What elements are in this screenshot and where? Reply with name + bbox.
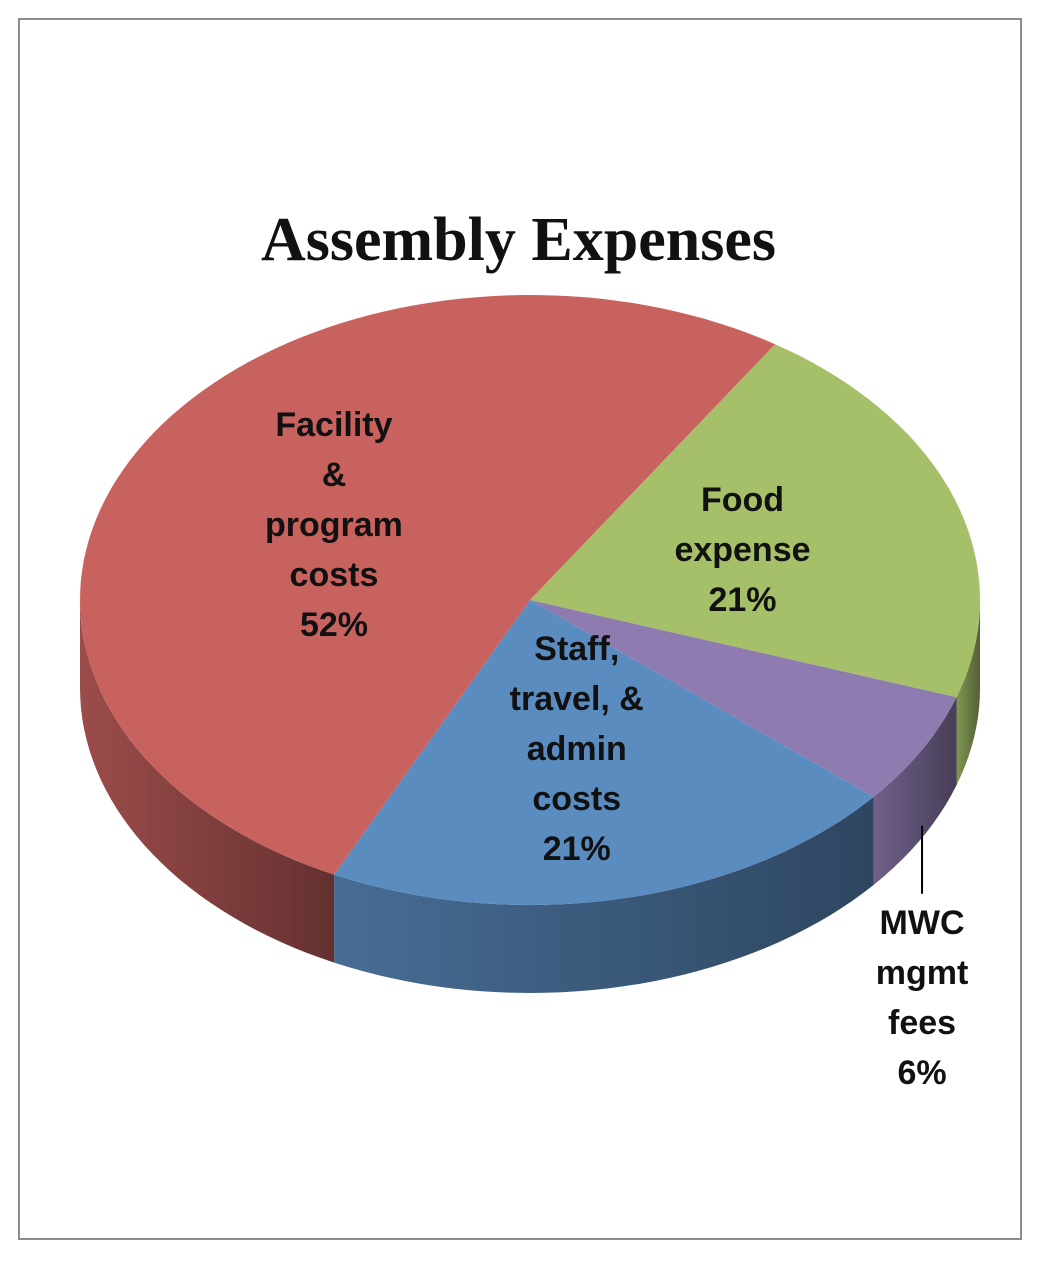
data-label: Staff, travel, & admin costs 21% (494, 624, 659, 874)
data-label: Facility & program costs 52% (259, 400, 409, 650)
category-label: Food expense (674, 480, 811, 569)
value-label: 52% (299, 606, 368, 645)
pie-slice (80, 295, 776, 875)
data-label: Food expense 21% (647, 475, 837, 625)
slice-side (80, 600, 335, 963)
value-label: 21% (542, 830, 611, 869)
pie-slice (530, 600, 957, 797)
category-label: Facility & program costs (265, 406, 403, 595)
slice-side (956, 600, 980, 786)
slice-side (334, 796, 874, 993)
category-label: Staff, travel, & admin costs (509, 630, 644, 819)
pie-slice (334, 600, 874, 905)
value-label: 6% (897, 1053, 947, 1092)
slice-side (873, 697, 957, 885)
category-label: MWC mgmt fees (875, 903, 969, 1042)
data-label: MWC mgmt fees 6% (862, 898, 982, 1098)
slice-sides (80, 600, 980, 993)
chart-title: Assembly Expenses (260, 206, 776, 274)
pie-slice (530, 344, 980, 698)
chart-frame (18, 18, 1022, 1240)
value-label: 21% (708, 580, 777, 619)
